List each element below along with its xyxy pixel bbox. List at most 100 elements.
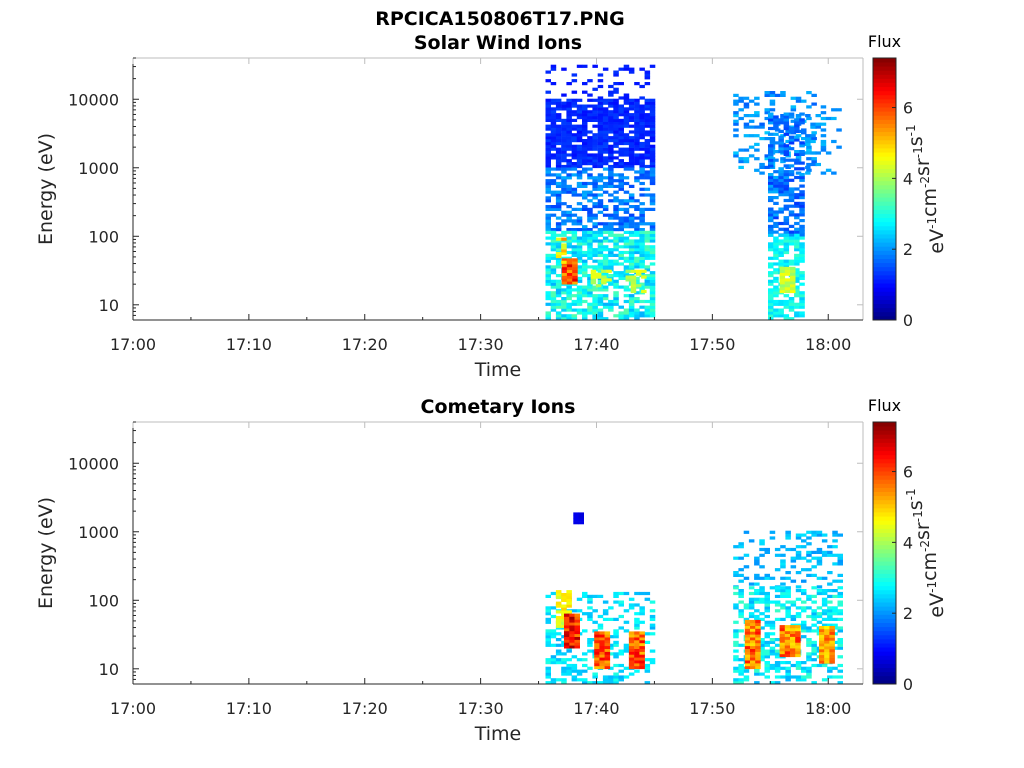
colorbar-segment: [873, 90, 896, 96]
spectrogram-cell: [649, 294, 656, 298]
spectrogram-cell: [561, 233, 567, 237]
spectrogram-cell: [623, 239, 630, 243]
spectrogram-cell: [799, 224, 805, 228]
spectrogram-cell: [824, 654, 830, 658]
spectrogram-cell: [816, 612, 823, 616]
spectrogram-cell: [644, 311, 651, 315]
spectrogram-cell: [768, 152, 774, 156]
spectrogram-cell: [545, 666, 551, 670]
spectrogram-cell: [819, 646, 825, 650]
spectrogram-cell: [799, 167, 805, 171]
spectrogram-cell: [602, 162, 609, 166]
spectrogram-cell: [555, 205, 562, 209]
spectrogram-cell: [780, 589, 786, 593]
spectrogram-cell: [587, 681, 593, 685]
spectrogram-cell: [625, 278, 631, 282]
spectrogram-cell: [644, 101, 651, 105]
spectrogram-cell: [790, 645, 796, 649]
colorbar-segment: [873, 495, 896, 501]
colorbar-segment: [873, 156, 896, 161]
spectrogram-cell: [748, 586, 755, 590]
spectrogram-cell: [608, 274, 614, 278]
spectrogram-cell: [623, 116, 630, 120]
spectrogram-cell: [571, 162, 578, 166]
spectrogram-cell: [608, 150, 614, 154]
spectrogram-cell: [649, 222, 656, 226]
spectrogram-cell: [779, 287, 786, 291]
spectrogram-cell: [644, 130, 651, 134]
spectrogram-cell: [644, 658, 651, 662]
spectrogram-cell: [576, 288, 583, 292]
spectrogram-cell: [644, 104, 651, 108]
spectrogram-cell: [811, 556, 817, 560]
spectrogram-cell: [623, 210, 630, 214]
spectrogram-cell: [613, 82, 619, 86]
spectrogram-cell: [555, 252, 562, 256]
spectrogram: [545, 64, 842, 321]
spectrogram-cell: [602, 609, 609, 613]
colorbar-segment: [873, 593, 896, 599]
spectrogram-cell: [582, 107, 588, 111]
spectrogram-cell: [628, 657, 635, 661]
spectrogram-cell: [592, 144, 598, 148]
spectrogram-cell: [628, 225, 635, 229]
colorbar-segment: [873, 221, 896, 227]
spectrogram-cell: [795, 625, 801, 629]
spectrogram-cell: [634, 299, 640, 304]
spectrogram-cell: [613, 73, 619, 77]
spectrogram-cell: [768, 302, 774, 306]
spectrogram-cell: [790, 275, 796, 279]
spectrogram-cell: [780, 91, 786, 95]
spectrogram-cell: [569, 642, 575, 646]
spectrogram-cell: [811, 649, 817, 653]
spectrogram-cell: [572, 269, 578, 273]
spectrogram-cell: [623, 591, 630, 596]
spectrogram-cell: [573, 512, 579, 516]
spectrogram-cell: [628, 597, 635, 601]
spectrogram-cell: [799, 213, 805, 217]
spectrogram-cell: [768, 173, 774, 177]
spectrogram-cell: [597, 230, 604, 234]
spectrogram-cell: [778, 221, 784, 226]
spectrogram-cell: [821, 678, 828, 682]
spectrogram-cell: [618, 113, 624, 117]
spectrogram-cell: [550, 190, 557, 194]
spectrogram-cell: [550, 253, 557, 257]
spectrogram-cell: [545, 167, 551, 171]
spectrogram-cell: [738, 165, 744, 169]
spectrogram-cell: [779, 636, 786, 640]
spectrogram-cell: [582, 308, 588, 312]
spectrogram-cell: [623, 646, 630, 650]
spectrogram-cell: [641, 289, 647, 294]
spectrogram-cell: [639, 216, 645, 220]
spectrogram-cell: [602, 248, 609, 252]
spectrogram-cell: [769, 139, 776, 144]
spectrogram-cell: [649, 285, 656, 289]
spectrogram-cell: [811, 612, 817, 616]
spectrogram-cell: [639, 233, 645, 237]
spectrogram-cell: [561, 213, 567, 217]
spectrogram-cell: [618, 147, 624, 151]
spectrogram-cell: [613, 150, 619, 154]
spectrogram-cell: [733, 603, 739, 607]
spectrogram-cell: [623, 64, 630, 68]
spectrogram-cell: [571, 666, 578, 670]
spectrogram-cell: [618, 652, 624, 656]
spectrogram-cell: [545, 265, 551, 269]
spectrogram-cell: [618, 67, 624, 71]
spectrogram-cell: [769, 93, 776, 97]
spectrogram-cell: [769, 576, 776, 580]
spectrogram-cell: [759, 171, 765, 175]
spectrogram-cell: [754, 114, 760, 118]
spectrogram-cell: [821, 553, 828, 557]
spectrogram-cell: [738, 108, 744, 112]
spectrogram-cell: [768, 224, 774, 228]
spectrogram-cell: [592, 181, 598, 186]
spectrogram-cell: [769, 108, 776, 112]
spectrogram-cell: [574, 645, 580, 649]
spectrogram-cell: [545, 609, 551, 613]
spectrogram-cell: [555, 626, 562, 630]
spectrogram-cell: [764, 675, 770, 679]
spectrogram-cell: [649, 291, 656, 295]
